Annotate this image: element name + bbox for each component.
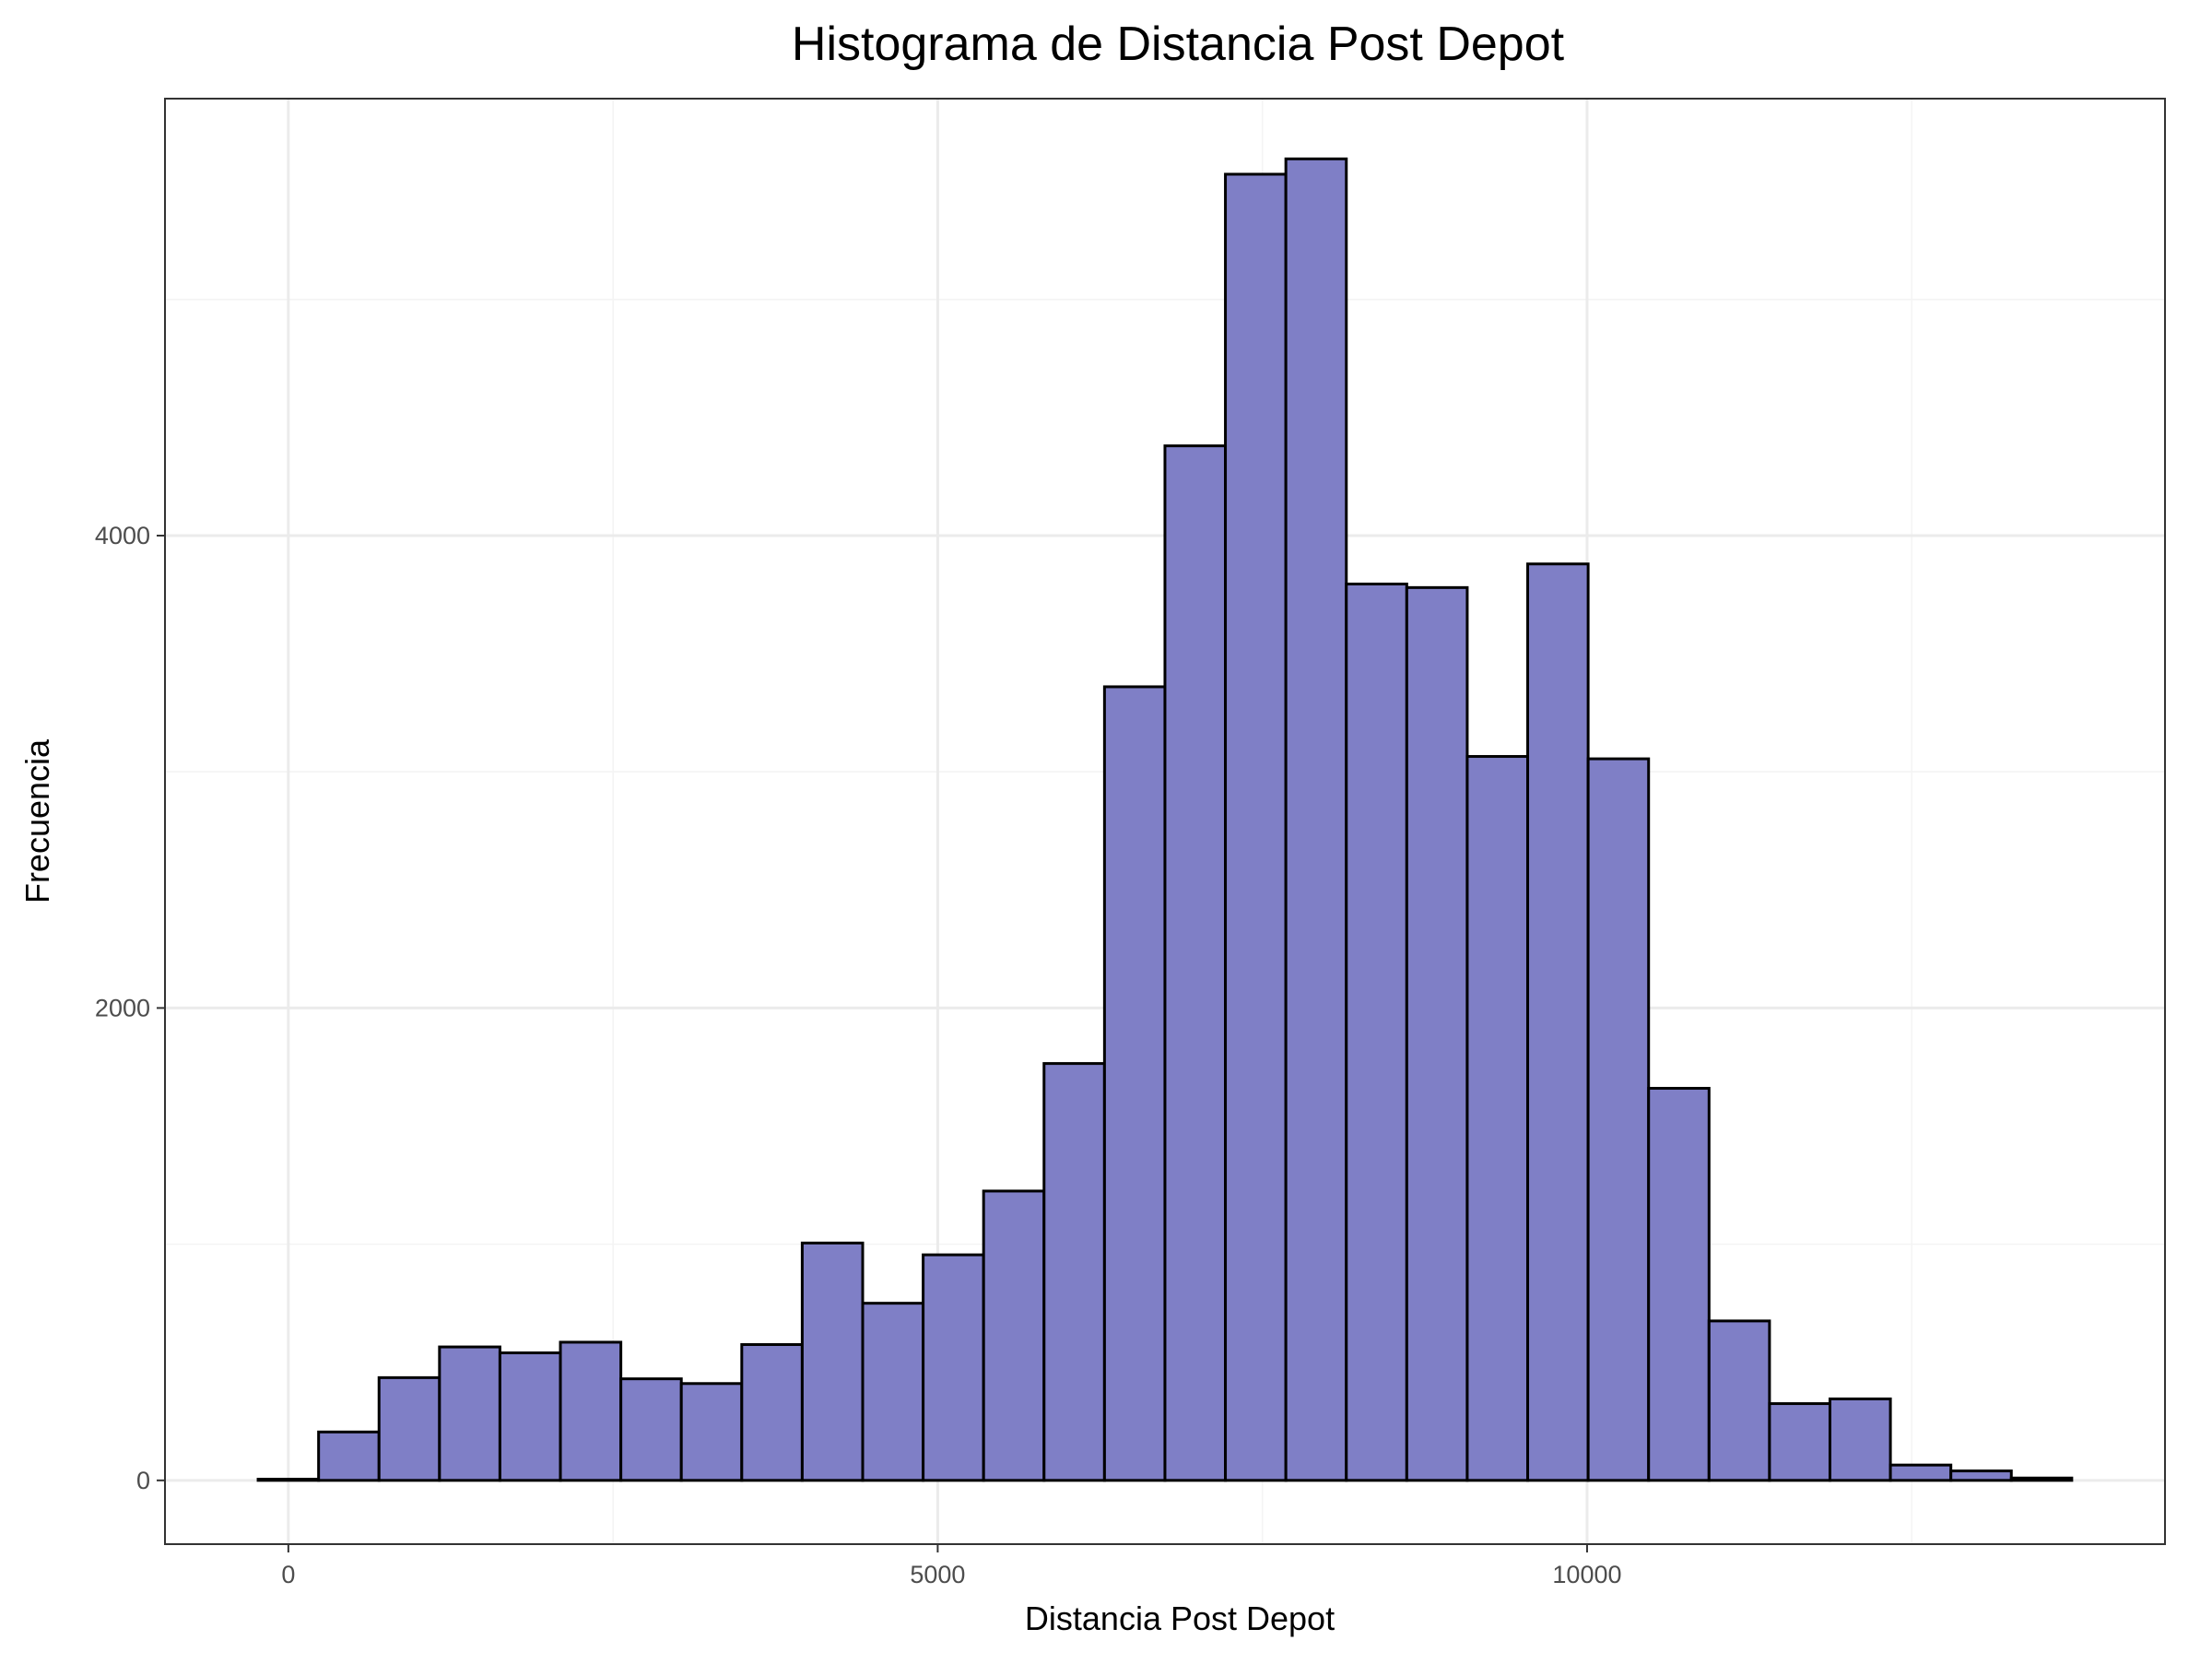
chart-title: Histograma de Distancia Post Depot xyxy=(792,18,1565,71)
plot-panel-border xyxy=(164,98,2166,1545)
histogram-bar xyxy=(1284,157,1348,1482)
x-tick-label: 10000 xyxy=(1552,1561,1621,1588)
histogram-bar xyxy=(1707,1319,1771,1482)
histogram-bars xyxy=(256,157,2074,1482)
histogram-bar xyxy=(740,1343,804,1482)
histogram-bar xyxy=(1465,755,1530,1482)
histogram-bar xyxy=(1828,1397,1892,1482)
histogram-bar xyxy=(1768,1402,1831,1482)
histogram-bar xyxy=(377,1375,441,1482)
histogram-bar xyxy=(861,1302,925,1482)
x-tick-label: 0 xyxy=(281,1561,295,1588)
histogram-bar xyxy=(2009,1476,2074,1482)
histogram-bar xyxy=(256,1478,321,1482)
histogram-bar xyxy=(619,1377,683,1482)
y-tick-label: 4000 xyxy=(95,522,150,549)
axis-ticks: 0 5000 10000 0 2000 4000 xyxy=(95,522,1622,1588)
histogram-bar xyxy=(1405,585,1469,1482)
histogram-bar xyxy=(982,1189,1046,1482)
histogram-bar xyxy=(1647,1087,1711,1482)
histogram-bar xyxy=(1102,685,1167,1482)
histogram-bar xyxy=(1586,757,1651,1482)
histogram-bar xyxy=(1042,1062,1106,1482)
histogram-bar xyxy=(498,1351,562,1482)
x-tick-label: 5000 xyxy=(910,1561,965,1588)
histogram-bar xyxy=(1224,172,1288,1482)
histogram-bar xyxy=(922,1253,985,1482)
histogram-bar xyxy=(1888,1463,1953,1482)
y-tick-label: 0 xyxy=(136,1467,150,1494)
histogram-bar xyxy=(1526,562,1590,1482)
y-tick-label: 2000 xyxy=(95,994,150,1021)
histogram-bar xyxy=(438,1345,501,1482)
histogram-bar xyxy=(317,1430,381,1482)
y-axis-title: Frecuencia xyxy=(18,738,56,903)
histogram-bar xyxy=(1949,1469,2013,1482)
histogram-bar xyxy=(559,1340,623,1482)
x-axis-title: Distancia Post Depot xyxy=(1025,1599,1335,1637)
histogram-bar xyxy=(679,1382,744,1482)
histogram-bar xyxy=(800,1241,865,1482)
histogram-bar xyxy=(1163,444,1228,1482)
histogram-bar xyxy=(1345,583,1408,1482)
